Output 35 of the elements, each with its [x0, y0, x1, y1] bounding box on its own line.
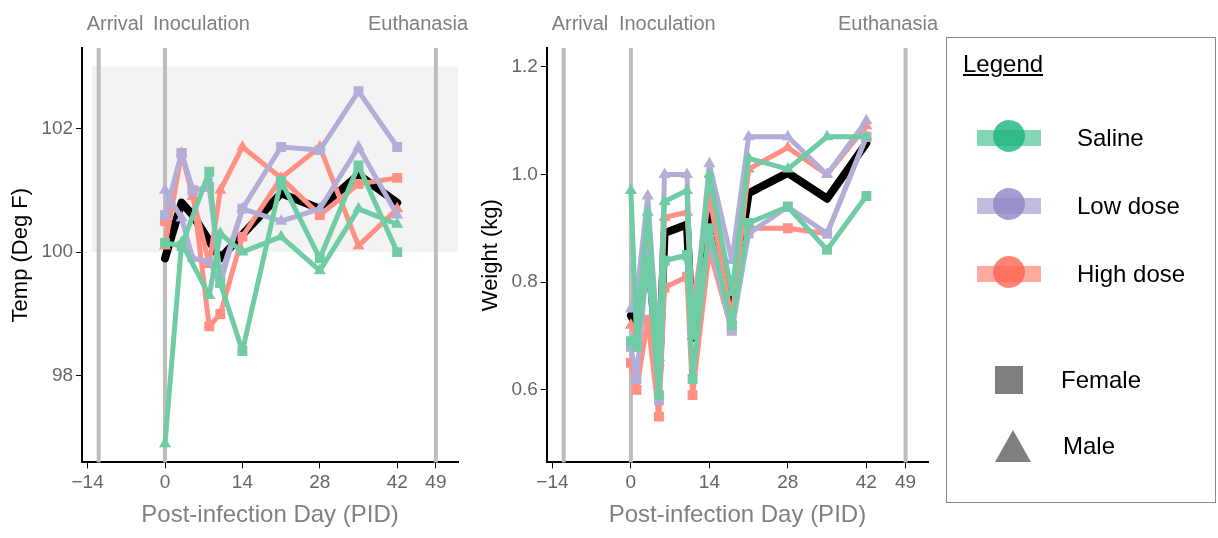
ref-line-label: Inoculation [618, 11, 716, 34]
x-tick-label: 42 [855, 471, 877, 493]
ref-line-label: Euthanasia [367, 11, 469, 34]
y-axis-title: Weight (kg) [477, 199, 503, 312]
ref-line-label: Arrival [86, 11, 144, 34]
ref-line-label: Arrival [551, 11, 609, 34]
x-tick-label: 14 [231, 471, 254, 493]
x-tick-label: 14 [698, 471, 721, 493]
ref-line-label: Inoculation [153, 11, 250, 34]
x-tick-label: 42 [386, 471, 408, 493]
text: Legend [963, 50, 1044, 78]
legend-label: High dose [1077, 260, 1186, 288]
x-tick-label: −14 [71, 471, 105, 493]
legend-label: Low dose [1077, 192, 1180, 220]
y-axis-title: Temp (Deg F) [7, 187, 33, 323]
y-tick-label: 1.0 [511, 162, 538, 184]
y-tick-label: 0.6 [511, 377, 538, 399]
legend-label: Male [1063, 432, 1116, 460]
y-tick-label: 102 [41, 116, 74, 138]
y-tick-label: 1.2 [511, 55, 538, 77]
x-tick-label: 0 [625, 471, 637, 493]
y-tick-label: 100 [41, 240, 74, 262]
ref-line-label: Euthanasia [837, 11, 939, 34]
legend-label: Saline [1077, 124, 1144, 152]
x-tick-label: −14 [536, 471, 569, 493]
legend-label: Female [1061, 366, 1142, 394]
y-tick-label: 98 [51, 364, 74, 386]
x-tick-label: 49 [895, 471, 917, 493]
x-tick-label: 49 [425, 471, 447, 493]
x-tick-label: 0 [159, 471, 171, 493]
x-tick-label: 28 [309, 471, 331, 493]
x-axis-title: Post-infection Day (PID) [141, 500, 399, 528]
x-tick-label: 28 [777, 471, 799, 493]
y-tick-label: 0.8 [511, 270, 538, 292]
x-axis-title: Post-infection Day (PID) [608, 500, 867, 528]
